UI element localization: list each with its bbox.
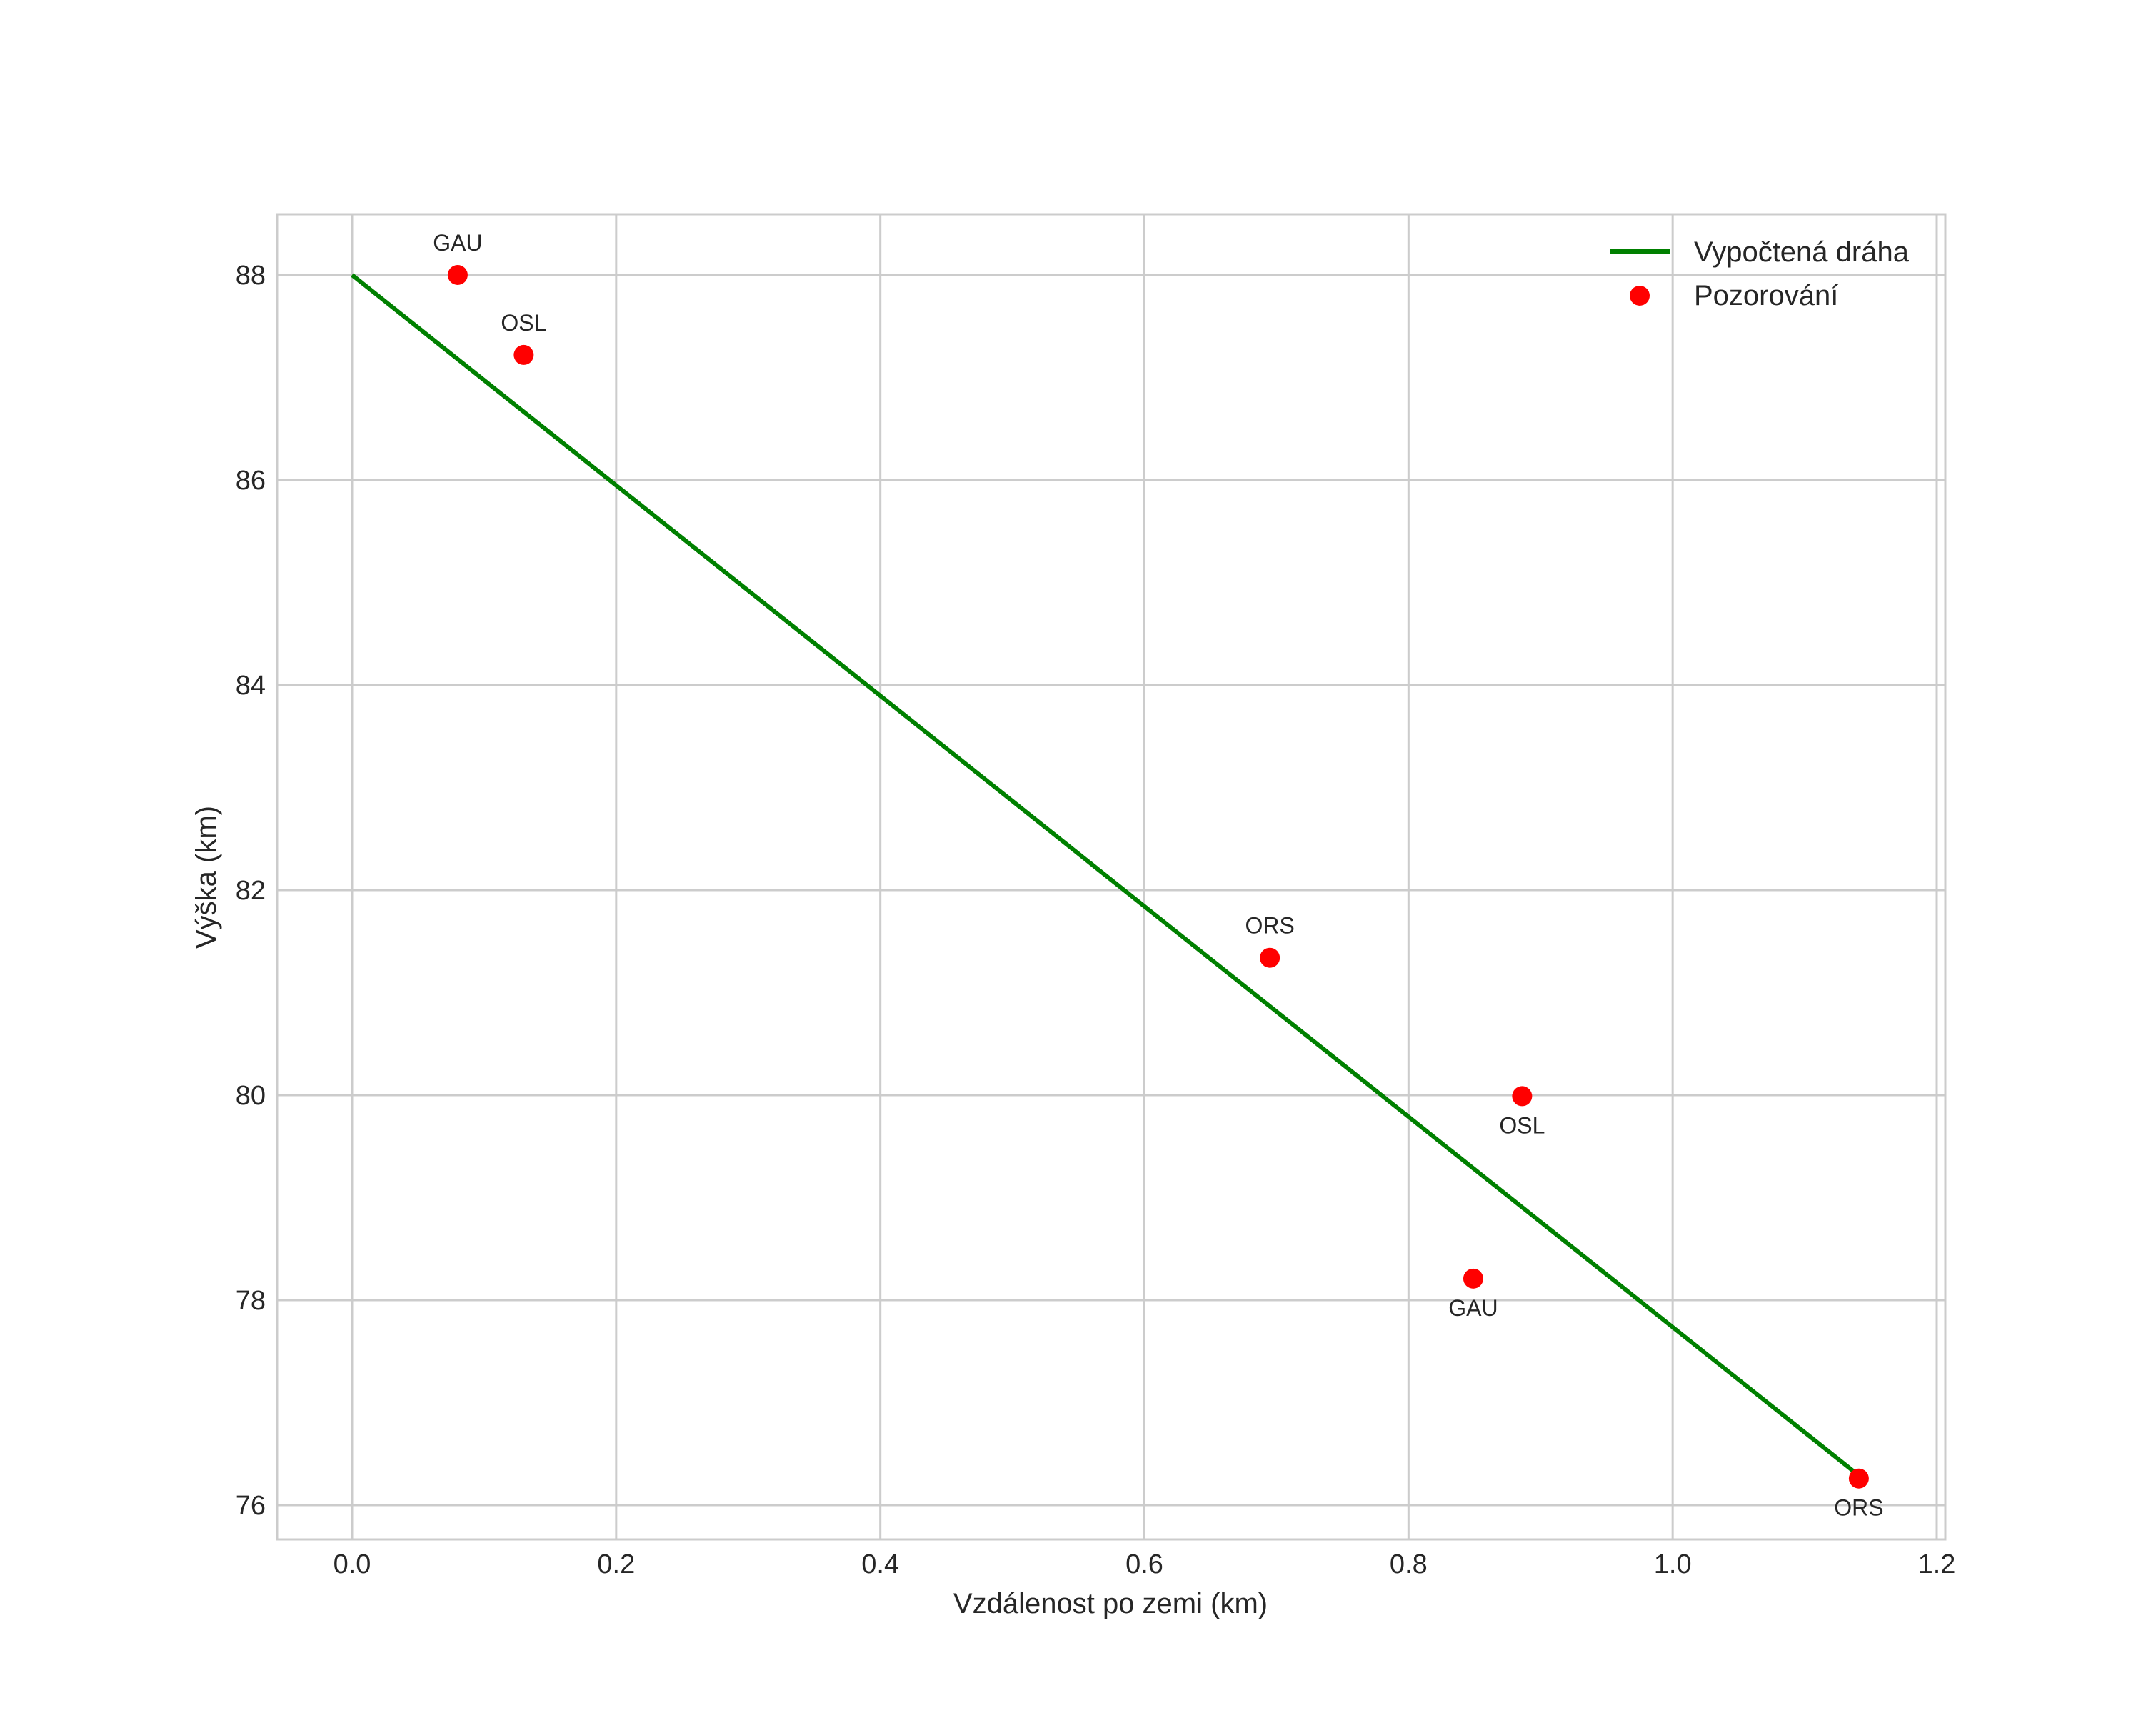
- y-tick-label: 86: [236, 466, 266, 496]
- legend-marker-swatch: [1630, 286, 1650, 306]
- y-tick-label: 76: [236, 1491, 266, 1521]
- x-tick-label: 0.2: [597, 1549, 635, 1579]
- station-label: ORS: [1245, 913, 1294, 939]
- y-tick-label: 88: [236, 261, 266, 291]
- station-label: OSL: [501, 310, 546, 336]
- legend-label-computed-path: Vypočtená dráha: [1694, 236, 1910, 268]
- observation-marker: [513, 344, 534, 365]
- legend: Vypočtená dráha Pozorování: [1610, 236, 1910, 311]
- plot-frame: [276, 213, 1947, 1541]
- station-label: GAU: [1448, 1295, 1498, 1321]
- x-tick-label: 1.0: [1654, 1549, 1692, 1579]
- x-tick-label: 0.0: [334, 1549, 371, 1579]
- station-label: ORS: [1834, 1495, 1883, 1521]
- y-tick-label: 78: [236, 1286, 266, 1316]
- x-tick-label: 0.4: [861, 1549, 899, 1579]
- y-axis-ticks: 76 78 80 82 84 86 88: [236, 261, 266, 1521]
- legend-label-observations: Pozorování: [1694, 280, 1838, 311]
- grid: [277, 214, 1945, 1539]
- y-tick-label: 80: [236, 1081, 266, 1111]
- x-tick-label: 0.8: [1390, 1549, 1428, 1579]
- x-tick-label: 0.6: [1125, 1549, 1163, 1579]
- computed-path-line: [351, 273, 1859, 1477]
- x-axis-label: Vzdálenost po zemi (km): [953, 1588, 1268, 1619]
- station-label: OSL: [1499, 1112, 1545, 1138]
- station-label: GAU: [433, 230, 482, 256]
- observation-marker: [1848, 1468, 1869, 1489]
- y-tick-label: 82: [236, 876, 266, 906]
- observation-marker: [1463, 1268, 1483, 1289]
- y-tick-label: 84: [236, 671, 266, 701]
- x-tick-label: 1.2: [1918, 1549, 1956, 1579]
- series-layer: GAU OSL ORS OSL GAU ORS: [351, 230, 1884, 1521]
- observation-marker: [447, 265, 468, 285]
- x-axis-ticks: 0.0 0.2 0.4 0.6 0.8 1.0 1.2: [334, 1549, 1956, 1579]
- y-axis-label: Výška (km): [191, 806, 222, 949]
- observation-marker: [1512, 1086, 1533, 1107]
- observation-marker: [1260, 947, 1280, 968]
